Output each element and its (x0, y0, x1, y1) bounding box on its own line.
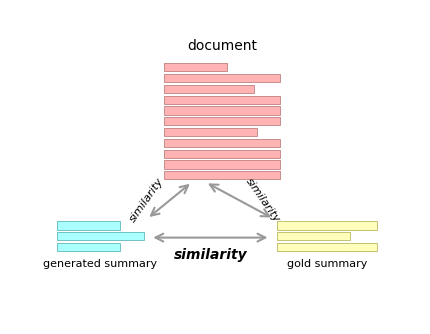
Text: similarity: similarity (244, 176, 282, 224)
Bar (164, 160, 280, 169)
Bar (164, 171, 280, 179)
Bar (277, 221, 377, 229)
Bar (277, 232, 350, 240)
Text: similarity: similarity (174, 248, 247, 262)
Bar (164, 96, 280, 104)
Bar (164, 117, 280, 126)
Text: gold summary: gold summary (287, 259, 367, 269)
Text: document: document (187, 39, 257, 53)
Bar (57, 221, 120, 229)
Bar (164, 74, 280, 82)
Bar (164, 107, 280, 115)
Bar (164, 150, 280, 158)
Bar (164, 128, 257, 136)
Bar (277, 243, 377, 251)
Text: generated summary: generated summary (43, 259, 157, 269)
Bar (57, 243, 120, 251)
Bar (164, 63, 227, 71)
Bar (57, 232, 144, 240)
Text: similarity: similarity (127, 176, 165, 224)
Bar (164, 85, 254, 93)
Bar (164, 139, 280, 147)
